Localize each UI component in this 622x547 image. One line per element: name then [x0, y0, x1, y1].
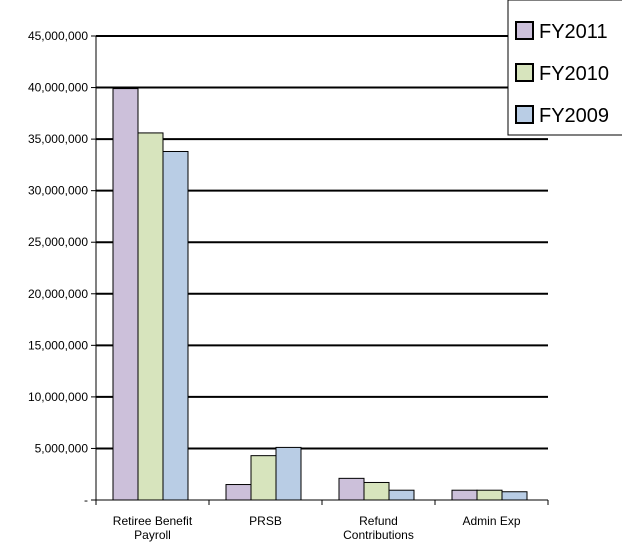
legend-label: FY2009 — [539, 105, 609, 127]
bar-fy2010 — [250, 455, 277, 501]
bar-fy2011 — [451, 489, 478, 501]
y-tick-label: - — [84, 493, 88, 507]
y-tick-label: 20,000,000 — [28, 287, 88, 301]
x-category-label: Admin Exp — [462, 514, 520, 528]
y-tick-label: 5,000,000 — [35, 441, 89, 455]
bar-fy2010 — [363, 481, 390, 501]
y-tick-label: 30,000,000 — [28, 184, 88, 198]
legend-swatch-fy2010 — [515, 63, 534, 82]
x-category-label: PRSB — [249, 514, 282, 528]
x-category-label: Retiree Benefit — [113, 514, 193, 528]
y-tick-label: 40,000,000 — [28, 81, 88, 95]
x-category-label: Contributions — [343, 528, 414, 542]
bar-fy2009 — [501, 491, 528, 501]
legend-swatch-fy2009 — [515, 105, 534, 124]
bars — [112, 88, 528, 501]
bar-fy2011 — [225, 484, 252, 501]
y-tick-label: 10,000,000 — [28, 390, 88, 404]
legend-label: FY2011 — [539, 21, 608, 43]
legend: FY2011 FY2010 FY2009 — [507, 0, 622, 136]
y-tick-label: 25,000,000 — [28, 235, 88, 249]
x-category-label: Refund — [359, 514, 398, 528]
bar-fy2011 — [338, 477, 365, 501]
bar-fy2009 — [388, 489, 415, 501]
bar-fy2009 — [275, 446, 302, 501]
y-tick-label: 45,000,000 — [28, 29, 88, 43]
bar-fy2011 — [112, 88, 139, 501]
y-axis-tick-labels: - 5,000,000 10,000,000 15,000,000 20,000,000… — [28, 29, 96, 507]
x-category-label: Payroll — [134, 528, 171, 542]
x-axis-ticks — [95, 500, 549, 505]
bar-fy2010 — [476, 489, 503, 501]
legend-swatch-fy2011 — [515, 21, 534, 40]
y-tick-label: 35,000,000 — [28, 132, 88, 146]
bar-fy2010 — [137, 132, 164, 501]
legend-label: FY2010 — [539, 63, 609, 85]
y-tick-label: 15,000,000 — [28, 338, 88, 352]
bar-fy2009 — [162, 150, 189, 501]
